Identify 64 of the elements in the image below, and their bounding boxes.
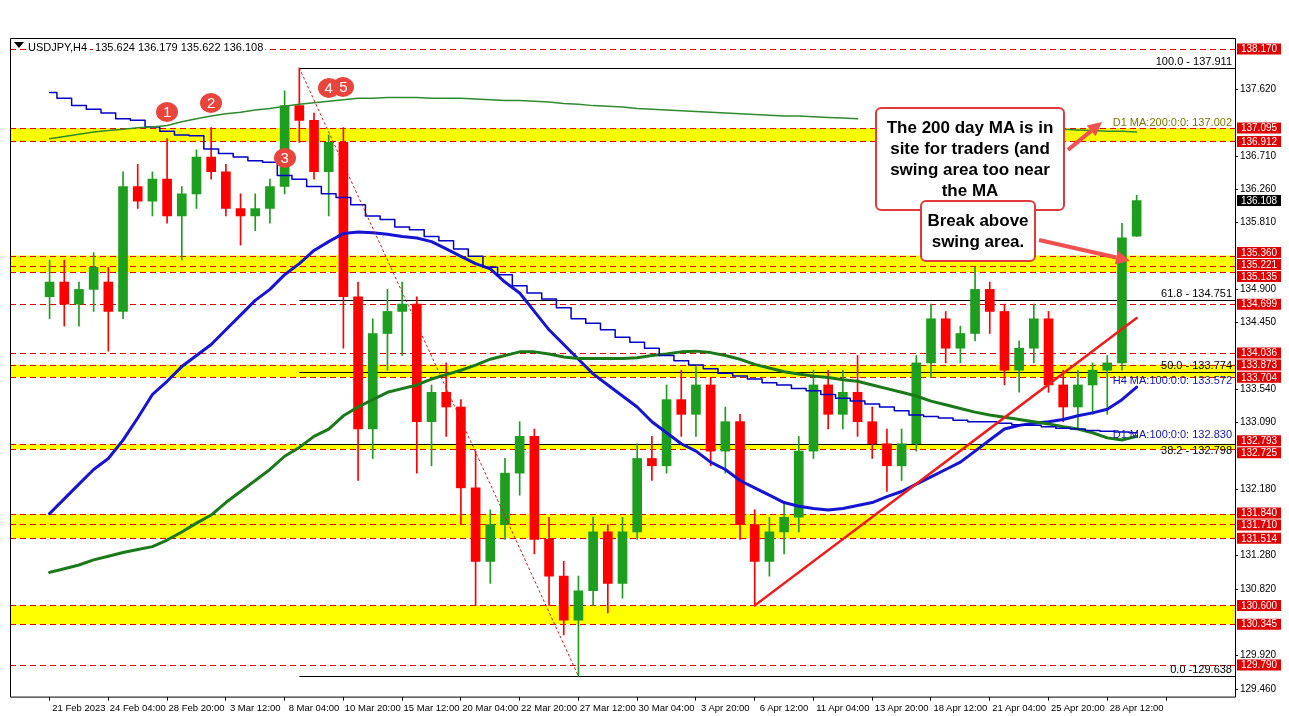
- ref-line-label: 138.170: [1240, 43, 1278, 55]
- annotation: 3: [273, 147, 296, 168]
- x-tick-label: 20 Mar 04:00: [462, 701, 519, 713]
- y-tick-label: 134.450: [1240, 316, 1277, 328]
- annotation: 61.8 - 134.751: [1161, 286, 1232, 299]
- x-tick-label: 30 Mar 04:00: [638, 701, 695, 713]
- x-tick-label: 28 Apr 12:00: [1109, 701, 1164, 713]
- x-tick-label: 22 Mar 20:00: [521, 701, 578, 713]
- y-tick-label: 135.810: [1240, 216, 1277, 228]
- x-tick-label: 21 Apr 04:00: [992, 701, 1047, 713]
- y-tick-label: 133.090: [1240, 416, 1277, 428]
- annotation: 100.0 - 137.911: [1155, 54, 1232, 67]
- ref-line-label: 130.600: [1240, 599, 1278, 611]
- annotation: 0.0 -129.638: [1170, 662, 1232, 675]
- y-tick-label: 132.180: [1240, 483, 1277, 495]
- y-tick-label: 130.820: [1240, 583, 1277, 595]
- ref-line-label: 132.793: [1240, 435, 1278, 447]
- x-tick-label: 24 Feb 04:00: [109, 701, 166, 713]
- ref-line-label: 132.725: [1240, 447, 1278, 459]
- ref-line-label: 131.514: [1240, 532, 1278, 544]
- ref-line-label: 134.036: [1240, 347, 1278, 359]
- annotation: 5: [332, 76, 355, 97]
- ref-line-label: 136.912: [1240, 135, 1278, 147]
- y-tick-label: 129.460: [1240, 683, 1277, 694]
- x-tick-label: 15 Mar 12:00: [403, 701, 460, 713]
- y-tick-label: 129.920: [1240, 649, 1277, 661]
- ref-line-label: 134.699: [1240, 298, 1278, 310]
- chart-title: USDJPY,H4: [28, 41, 88, 54]
- x-tick-label: 18 Apr 12:00: [933, 701, 988, 713]
- y-tick-label: 131.280: [1240, 549, 1277, 561]
- x-tick-label: 27 Mar 12:00: [579, 701, 636, 713]
- x-tick-label: 25 Apr 20:00: [1050, 701, 1105, 713]
- annotation: 1: [156, 102, 179, 123]
- y-tick-label: 134.900: [1240, 283, 1277, 295]
- ref-line-label: 133.873: [1240, 359, 1278, 371]
- ref-line-label: 135.135: [1240, 270, 1278, 282]
- y-tick-label: 133.540: [1240, 383, 1277, 395]
- x-tick-label: 11 Apr 04:00: [816, 701, 870, 713]
- ref-line-label: 133.704: [1240, 371, 1278, 383]
- x-tick-label: 6 Apr 12:00: [759, 701, 809, 713]
- x-tick-label: 28 Feb 20:00: [168, 701, 225, 713]
- x-tick-label: 10 Mar 20:00: [344, 701, 401, 713]
- x-tick-label: 3 Mar 12:00: [229, 701, 281, 713]
- y-tick-label: 136.710: [1240, 150, 1277, 162]
- annotation: The 200 day MA is in site for traders (and swing area too near the MA: [875, 107, 1065, 211]
- x-tick-label: 21 Feb 2023: [52, 701, 106, 713]
- y-tick-label: 136.260: [1240, 183, 1277, 195]
- text: 136.108: [1240, 194, 1278, 206]
- x-tick-label: 8 Mar 04:00: [288, 701, 340, 713]
- chart-subtitle: 135.624 136.179 135.622 136.108: [95, 41, 264, 54]
- ref-line-label: 129.790: [1240, 659, 1278, 671]
- annotation: D1 MA:200:0:0: 137.002: [1112, 115, 1232, 128]
- annotation: Break above swing area.: [920, 200, 1036, 262]
- annotation: 4: [317, 78, 340, 99]
- ref-line-label: 131.710: [1240, 519, 1278, 531]
- ref-line-label: 130.345: [1240, 618, 1278, 630]
- ref-line-label: 137.095: [1240, 122, 1278, 134]
- y-tick-label: 137.620: [1240, 83, 1277, 95]
- x-tick-label: 13 Apr 20:00: [874, 701, 929, 713]
- ref-line-label: 135.360: [1240, 246, 1278, 258]
- ref-line-label: 135.221: [1240, 258, 1278, 270]
- ref-line-label: 131.840: [1240, 507, 1278, 519]
- x-tick-label: 3 Apr 20:00: [701, 701, 750, 713]
- annotation: 2: [200, 92, 223, 113]
